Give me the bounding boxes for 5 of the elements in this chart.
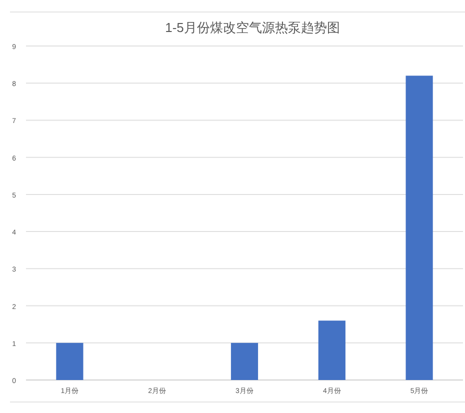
chart-title: 1-5月份煤改空气源热泵趋势图: [165, 20, 340, 35]
bar: [230, 342, 258, 380]
bar: [56, 342, 84, 380]
bar: [318, 320, 346, 380]
bar: [406, 76, 433, 380]
